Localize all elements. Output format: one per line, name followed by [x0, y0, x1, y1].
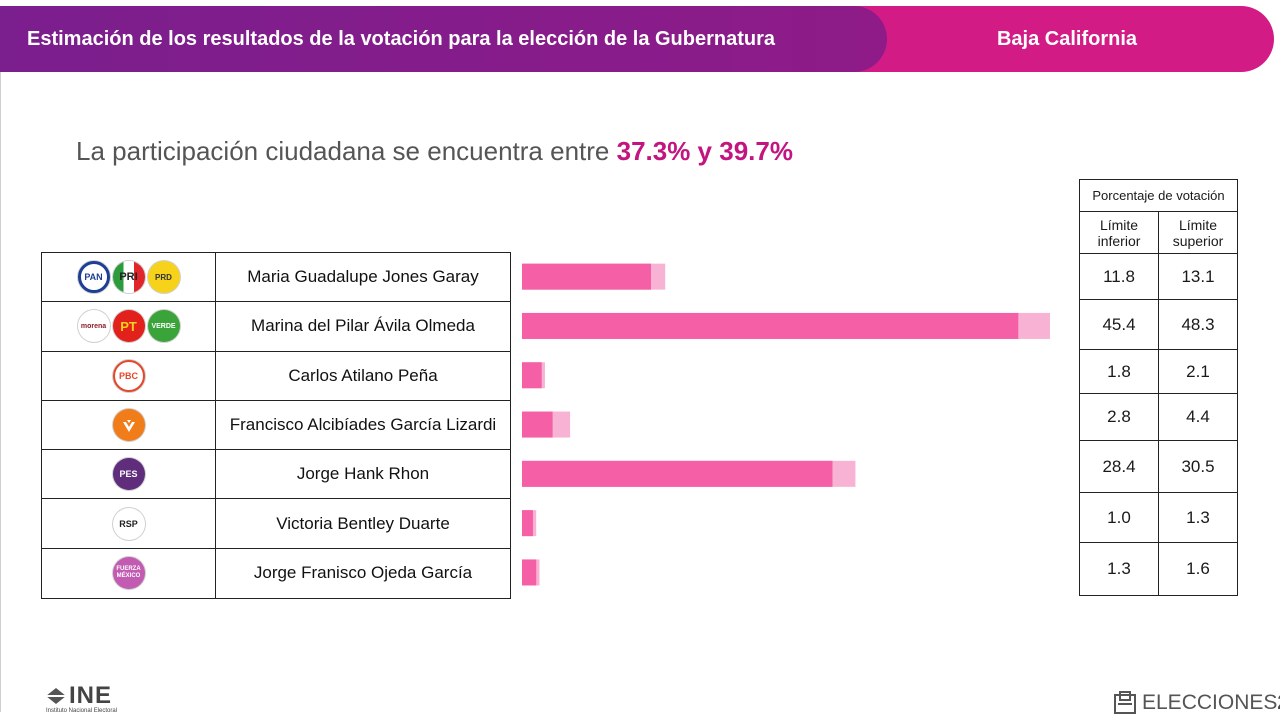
candidate-name: Marina del Pilar Ávila Olmeda	[251, 316, 475, 336]
header-banner: Estimación de los resultados de la votac…	[0, 6, 1274, 72]
lower-limit-value: 45.4	[1080, 300, 1159, 349]
lower-limit-bar	[522, 263, 651, 290]
pes-logo-icon: PES	[112, 458, 145, 491]
candidates-table: PAN PRI PRD Maria Guadalupe Jones Garay more…	[41, 252, 511, 600]
page-title: Estimación de los resultados de la votac…	[27, 28, 776, 50]
percentage-row: 45.4 48.3	[1080, 300, 1237, 350]
header-title-band	[0, 6, 887, 72]
candidate-name: Jorge Franisco Ojeda García	[253, 563, 473, 583]
percentage-row: 28.4 30.5	[1080, 441, 1237, 493]
lower-limit-bar	[522, 559, 537, 586]
lower-limit-header: Límite inferior	[1080, 212, 1159, 253]
percentage-row: 1.0 1.3	[1080, 493, 1237, 543]
participation-range: 37.3% y 39.7%	[616, 136, 793, 166]
lower-limit-bar	[522, 460, 833, 487]
upper-limit-value: 30.5	[1181, 456, 1215, 476]
party-logos-cell: PBC	[42, 351, 216, 400]
lower-limit-value: 1.8	[1080, 350, 1159, 393]
percentage-table: Porcentaje de votación Límite inferior L…	[1079, 179, 1238, 596]
candidate-row: PES Jorge Hank Rhon	[42, 450, 510, 500]
upper-limit-value: 4.4	[1186, 407, 1210, 426]
rsp-logo-icon: RSP	[112, 507, 145, 540]
morena-logo-icon: morena	[77, 310, 110, 343]
lower-limit-bar	[522, 362, 542, 389]
candidate-name: Victoria Bentley Duarte	[276, 513, 450, 533]
percentage-table-header: Límite inferior Límite superior	[1080, 212, 1237, 254]
candidate-name: Francisco Alcibíades García Lizardi	[229, 415, 497, 435]
upper-limit-value: 1.6	[1186, 559, 1210, 578]
upper-limit-value: 1.3	[1186, 507, 1210, 527]
upper-limit-value: 13.1	[1181, 266, 1215, 286]
party-logos-cell: PES	[42, 450, 216, 499]
party-logos-cell: PAN PRI PRD	[42, 253, 216, 302]
party-logos-cell: FUERZA MÉXICO	[42, 548, 216, 599]
verde-logo-icon: VERDE	[147, 310, 180, 343]
movimiento-ciudadano-logo-icon	[112, 409, 145, 442]
pri-logo-icon: PRI	[112, 261, 145, 294]
lower-limit-value: 11.8	[1080, 254, 1159, 299]
party-logos-cell	[42, 400, 216, 450]
candidate-row: Francisco Alcibíades García Lizardi	[42, 400, 510, 451]
pbc-logo-icon: PBC	[112, 359, 145, 392]
candidate-row: morena PT VERDE Marina del Pilar Ávila Olme…	[42, 302, 510, 352]
candidate-name: Carlos Atilano Peña	[288, 365, 438, 385]
ine-wordmark: INE	[69, 682, 113, 709]
percentage-row: 2.8 4.4	[1080, 394, 1237, 441]
candidate-name: Maria Guadalupe Jones Garay	[247, 267, 479, 287]
participation-text: La participación ciudadana se encuentra …	[76, 136, 793, 167]
percentage-table-title: Porcentaje de votación	[1080, 180, 1237, 212]
lower-limit-value: 1.3	[1080, 543, 1159, 595]
elecciones-wordmark: ELECCIONES2021	[1142, 691, 1280, 714]
candidate-row: FUERZA MÉXICO Jorge Franisco Ojeda García	[42, 548, 510, 599]
percentage-row: 1.3 1.6	[1080, 543, 1237, 595]
pt-logo-icon: PT	[112, 310, 145, 343]
pan-logo-icon: PAN	[77, 261, 110, 294]
elecciones-logo: ELECCIONES2021	[1112, 690, 1280, 716]
participation-label: La participación ciudadana se encuentra …	[76, 136, 610, 166]
percentage-row: 11.8 13.1	[1080, 254, 1237, 300]
upper-limit-value: 2.1	[1186, 361, 1210, 381]
region-label: Baja California	[996, 28, 1138, 50]
prd-logo-icon: PRD	[147, 261, 180, 294]
party-logos-cell: RSP	[42, 499, 216, 548]
upper-limit-header: Límite superior	[1172, 216, 1224, 249]
lower-limit-value: 2.8	[1080, 394, 1159, 440]
ine-logo: INE Instituto Nacional Electoral	[46, 682, 118, 714]
candidate-row: RSP Victoria Bentley Duarte	[42, 499, 510, 549]
party-logos-cell: morena PT VERDE	[42, 302, 216, 351]
candidate-row: PBC Carlos Atilano Peña	[42, 351, 510, 401]
ine-subtitle: Instituto Nacional Electoral	[46, 708, 118, 714]
percentage-row: 1.8 2.1	[1080, 350, 1237, 394]
candidate-row: PAN PRI PRD Maria Guadalupe Jones Garay	[42, 253, 510, 303]
fuerza-mexico-logo-icon: FUERZA MÉXICO	[112, 557, 145, 590]
left-frame-line	[0, 72, 1, 712]
ballot-box-icon	[1114, 691, 1136, 714]
ine-emblem-icon	[46, 688, 66, 704]
lower-limit-bar	[522, 312, 1019, 339]
lower-limit-bar	[522, 411, 553, 438]
lower-limit-value: 1.0	[1080, 493, 1159, 542]
vote-bar-chart	[522, 263, 1050, 586]
candidate-name: Jorge Hank Rhon	[296, 464, 430, 484]
lower-limit-value: 28.4	[1080, 441, 1159, 492]
lower-limit-bar	[522, 510, 533, 537]
upper-limit-value: 48.3	[1181, 314, 1215, 334]
